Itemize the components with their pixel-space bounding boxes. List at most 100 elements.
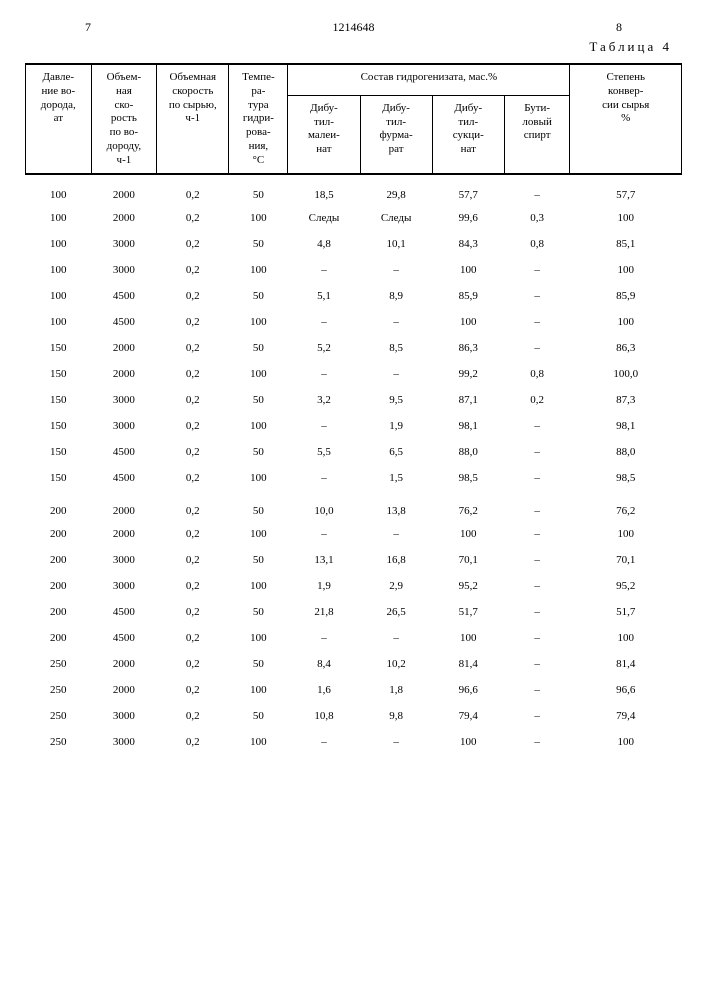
table-cell: 85,9 [570, 283, 682, 309]
table-cell: 0,2 [157, 625, 229, 651]
table-cell: 100 [570, 257, 682, 283]
table-cell: 0,2 [157, 439, 229, 465]
table-cell: 50 [229, 387, 288, 413]
table-cell: 100 [432, 257, 504, 283]
table-cell: 100 [570, 625, 682, 651]
table-cell: – [288, 361, 360, 387]
table-row: 20020000,2100––100–100 [26, 521, 682, 547]
table-cell: 76,2 [570, 491, 682, 521]
table-cell: 150 [26, 335, 92, 361]
table-cell: 10,8 [288, 703, 360, 729]
table-cell: 99,6 [432, 205, 504, 231]
table-cell: – [360, 361, 432, 387]
table-row: 10030000,2504,810,184,30,885,1 [26, 231, 682, 257]
table-row: 10030000,2100––100–100 [26, 257, 682, 283]
table-cell: 100 [229, 309, 288, 335]
table-row: 15020000,2100––99,20,8100,0 [26, 361, 682, 387]
table-cell: – [288, 729, 360, 755]
table-cell: – [288, 413, 360, 439]
page-left: 7 [85, 20, 91, 35]
table-cell: 0,2 [504, 387, 570, 413]
table-cell: – [360, 521, 432, 547]
table-cell: 8,5 [360, 335, 432, 361]
table-cell: 100 [229, 465, 288, 491]
col-dibutyl-succinate: Дибу-тил-сукци-нат [432, 95, 504, 174]
table-cell: 10,2 [360, 651, 432, 677]
table-cell: 70,1 [432, 547, 504, 573]
table-cell: 51,7 [570, 599, 682, 625]
table-cell: 100 [26, 257, 92, 283]
table-cell: 200 [26, 625, 92, 651]
table-row: 10045000,2100––100–100 [26, 309, 682, 335]
table-cell: 100 [229, 521, 288, 547]
table-cell: 250 [26, 703, 92, 729]
table-cell: 2000 [91, 174, 157, 205]
table-cell: 3000 [91, 703, 157, 729]
table-cell: 50 [229, 599, 288, 625]
table-header: Давле-ние во-дорода,ат Объем-наяско-рост… [26, 64, 682, 174]
table-cell: 50 [229, 491, 288, 521]
table-cell: 100 [26, 205, 92, 231]
table-cell: 13,8 [360, 491, 432, 521]
col-conversion: Степеньконвер-сии сырья% [570, 64, 682, 174]
table-cell: 98,1 [432, 413, 504, 439]
table-row: 20020000,25010,013,876,2–76,2 [26, 491, 682, 521]
table-cell: 50 [229, 547, 288, 573]
table-cell: 0,8 [504, 231, 570, 257]
table-cell: – [288, 309, 360, 335]
table-cell: 4,8 [288, 231, 360, 257]
table-cell: 50 [229, 231, 288, 257]
table-row: 15030000,2503,29,587,10,287,3 [26, 387, 682, 413]
table-cell: 100 [570, 729, 682, 755]
table-cell: 95,2 [570, 573, 682, 599]
table-cell: 100 [570, 205, 682, 231]
table-cell: 5,5 [288, 439, 360, 465]
table-cell: 57,7 [432, 174, 504, 205]
table-row: 20045000,25021,826,551,7–51,7 [26, 599, 682, 625]
table-cell: 3000 [91, 547, 157, 573]
table-cell: 100 [26, 283, 92, 309]
table-cell: 3000 [91, 257, 157, 283]
table-cell: 0,2 [157, 599, 229, 625]
table-cell: 0,2 [157, 283, 229, 309]
table-cell: 4500 [91, 465, 157, 491]
page-numbers: 7 1214648 8 [85, 20, 622, 35]
table-cell: – [504, 599, 570, 625]
table-cell: 9,8 [360, 703, 432, 729]
table-cell: 0,2 [157, 231, 229, 257]
table-cell: 84,3 [432, 231, 504, 257]
table-cell: 100 [26, 231, 92, 257]
table-cell: 3000 [91, 573, 157, 599]
table-cell: 5,2 [288, 335, 360, 361]
table-cell: 87,1 [432, 387, 504, 413]
table-cell: 50 [229, 283, 288, 309]
col-temperature: Темпе-ра-турагидри-рова-ния,°С [229, 64, 288, 174]
table-cell: – [504, 413, 570, 439]
table-cell: 100 [229, 573, 288, 599]
table-cell: 4500 [91, 625, 157, 651]
table-row: 20030000,25013,116,870,1–70,1 [26, 547, 682, 573]
col-butyl-alcohol: Бути-ловыйспирт [504, 95, 570, 174]
table-body: 10020000,25018,529,857,7–57,710020000,21… [26, 174, 682, 755]
table-cell: 3,2 [288, 387, 360, 413]
table-cell: – [504, 729, 570, 755]
table-cell: – [504, 335, 570, 361]
table-row: 15045000,2100–1,598,5–98,5 [26, 465, 682, 491]
table-cell: 0,2 [157, 677, 229, 703]
table-cell: – [504, 521, 570, 547]
table-cell: 51,7 [432, 599, 504, 625]
table-row: 10020000,25018,529,857,7–57,7 [26, 174, 682, 205]
table-cell: 79,4 [570, 703, 682, 729]
table-cell: – [504, 309, 570, 335]
table-cell: 200 [26, 491, 92, 521]
table-cell: 0,2 [157, 729, 229, 755]
table-cell: 0,2 [157, 521, 229, 547]
table-cell: 86,3 [570, 335, 682, 361]
table-cell: 250 [26, 729, 92, 755]
table-cell: 0,2 [157, 413, 229, 439]
table-cell: 85,1 [570, 231, 682, 257]
table-cell: 99,2 [432, 361, 504, 387]
col-dibutyl-maleinate: Дибу-тил-малеи-нат [288, 95, 360, 174]
table-cell: 3000 [91, 729, 157, 755]
table-cell: 26,5 [360, 599, 432, 625]
